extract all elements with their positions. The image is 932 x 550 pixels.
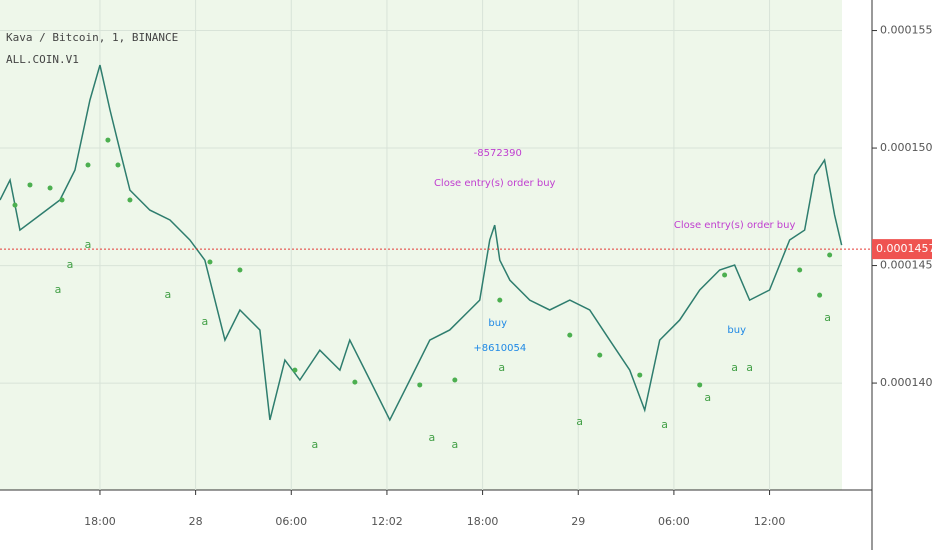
signal-marker: a: [731, 361, 738, 374]
signal-marker: a: [311, 438, 318, 451]
signal-dot: [59, 197, 65, 203]
signal-dot: [597, 352, 603, 358]
chart-title: Kava / Bitcoin, 1, BINANCE: [6, 31, 178, 44]
signal-marker: a: [165, 288, 172, 301]
trade-annotation: buy: [727, 325, 746, 336]
session-background: [0, 0, 842, 490]
trade-annotation: buy: [488, 318, 507, 329]
signal-marker: a: [85, 238, 92, 251]
signal-dot: [127, 197, 133, 203]
last-price-label: 0.00014570: [876, 242, 932, 255]
signal-dot: [797, 267, 803, 273]
signal-dot: [105, 137, 111, 143]
signal-dot: [567, 332, 573, 338]
price-line: [0, 64, 843, 422]
y-tick-label: 0.00014500: [880, 259, 932, 272]
signal-dot: [27, 182, 33, 188]
signal-dot: [722, 272, 728, 278]
x-tick-label: 06:00: [658, 515, 690, 528]
signal-marker: a: [429, 431, 436, 444]
trade-annotation: Close entry(s) order buy: [434, 178, 556, 189]
y-tick-label: 0.00015500: [880, 24, 932, 37]
signal-dot: [207, 259, 213, 265]
x-tick-label: 12:02: [371, 515, 403, 528]
signal-dot: [12, 202, 18, 208]
signal-dot: [47, 185, 53, 191]
signal-dot: [697, 382, 703, 388]
indicator-name: ALL.COIN.V1: [6, 53, 79, 66]
x-tick-label: 12:00: [754, 515, 786, 528]
x-tick-label: 06:00: [275, 515, 307, 528]
signal-dot: [417, 382, 423, 388]
trade-annotation: Close entry(s) order buy: [674, 220, 796, 231]
signal-marker: a: [451, 438, 458, 451]
signal-dot: [827, 252, 833, 258]
last-price-box: [872, 239, 932, 260]
x-tick-label: 28: [189, 515, 203, 528]
signal-dot: [292, 367, 298, 373]
signal-dot: [637, 372, 643, 378]
signal-marker: a: [201, 315, 208, 328]
signal-dot: [85, 162, 91, 168]
signal-marker: a: [67, 258, 74, 271]
signal-marker: a: [576, 415, 583, 428]
signal-marker: a: [661, 418, 668, 431]
signal-marker: a: [746, 361, 753, 374]
y-tick-label: 0.00014000: [880, 376, 932, 389]
signal-dot: [452, 377, 458, 383]
signal-dot: [352, 379, 358, 385]
signal-marker: a: [55, 283, 62, 296]
trade-annotation: -8572390: [474, 148, 522, 159]
signal-marker: a: [704, 391, 711, 404]
signal-dot: [237, 267, 243, 273]
y-tick-label: 0.00015000: [880, 141, 932, 154]
x-tick-label: 18:00: [84, 515, 116, 528]
signal-marker: a: [824, 311, 831, 324]
signal-dot: [115, 162, 121, 168]
signal-marker: a: [498, 361, 505, 374]
signal-dot: [817, 292, 823, 298]
x-tick-label: 29: [571, 515, 585, 528]
signal-dot: [497, 297, 503, 303]
x-tick-label: 18:00: [467, 515, 499, 528]
trade-annotation: +8610054: [473, 343, 526, 354]
